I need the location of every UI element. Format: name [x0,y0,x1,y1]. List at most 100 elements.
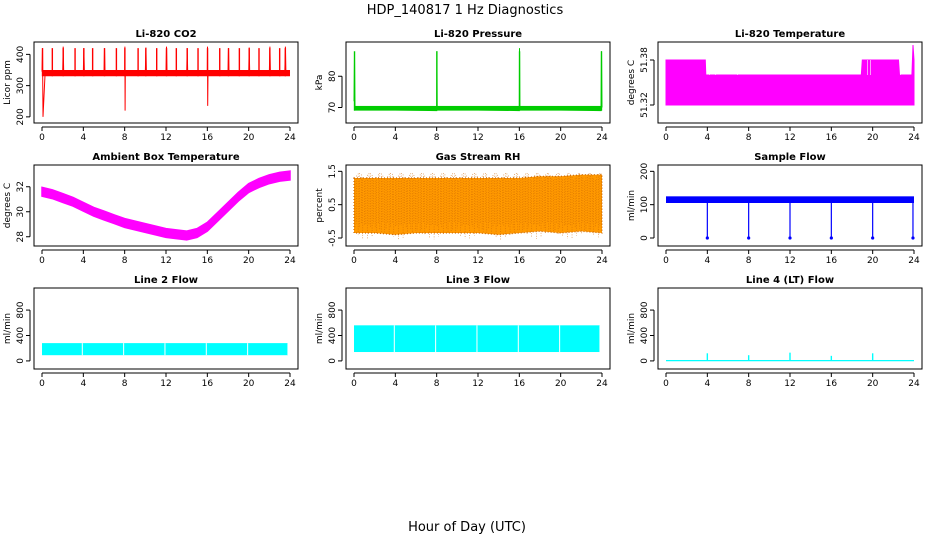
y-tick-label: 0 [640,358,650,364]
x-tick-label: 24 [596,379,608,389]
x-tick-label: 0 [663,133,669,143]
x-tick-label: 20 [555,256,567,266]
x-tick-label: 0 [351,256,357,266]
series-line2 [42,343,289,356]
panel-rh: Gas Stream RH 0 4 8 12 16 20 24 -0.5 0.5 1.5percen… [315,152,611,266]
y-tick-label: 800 [640,301,650,318]
data-dropout-point [788,236,792,240]
y-tick-label: 32 [16,181,26,192]
x-tick-label: 12 [472,133,483,143]
axis-frame [345,41,611,124]
y-tick-label: 28 [16,231,26,243]
x-tick-label: 20 [243,256,255,266]
x-tick-label: 24 [284,133,296,143]
panel-licor-temp: Li-820 Temperature 0 4 8 12 16 20 24 51.32 51.38d… [627,29,923,143]
y-tick-label: 200 [16,108,26,125]
y-tick-label: 51.38 [640,47,650,73]
y-tick-label: -0.5 [328,229,338,247]
panel-sample-flow: Sample Flow 0 4 8 12 16 20 24 0 100 200 ml/min [627,152,923,266]
x-tick-label: 0 [663,379,669,389]
y-tick-label: 0.5 [328,198,338,212]
panel-title: Line 3 Flow [446,275,510,286]
x-tick-label: 4 [80,256,86,266]
y-axis-label: kPa [315,75,325,91]
x-tick-label: 0 [351,379,357,389]
x-tick-label: 20 [867,256,879,266]
y-tick-label: 80 [328,70,338,82]
x-axis: 0 4 8 12 16 20 24 [663,249,920,266]
axis-frame [33,41,299,124]
x-tick-label: 8 [434,256,440,266]
series-co2 [41,46,291,117]
x-tick-label: 24 [596,256,608,266]
x-tick-label: 12 [784,256,795,266]
y-tick-label: 0 [328,358,338,364]
x-tick-label: 8 [122,133,128,143]
panel-title: Li-820 Temperature [735,29,845,40]
data-band [41,170,291,241]
y-axis: 0 400 800 [16,301,31,364]
y-axis: 70 80 [328,70,343,114]
data-dropout-point [871,236,875,240]
x-tick-label: 16 [514,379,526,389]
x-tick-label: 0 [39,133,45,143]
y-axis-label: ml/min [3,313,13,344]
x-axis: 0 4 8 12 16 20 24 [39,372,296,389]
x-tick-label: 4 [392,133,398,143]
series-line4 [666,352,914,362]
data-dropout-point [829,236,833,240]
series-line3 [354,325,601,353]
y-tick-label: 400 [16,46,26,63]
x-tick-label: 20 [243,379,255,389]
panel-title: Ambient Box Temperature [92,152,239,163]
x-tick-label: 24 [284,379,296,389]
x-axis: 0 4 8 12 16 20 24 [663,372,920,389]
y-tick-label: 300 [16,77,26,94]
x-tick-label: 4 [704,256,710,266]
x-tick-label: 8 [122,379,128,389]
x-tick-label: 12 [472,256,483,266]
axis-frame [33,164,299,247]
x-tick-label: 0 [351,133,357,143]
x-tick-label: 20 [555,133,567,143]
panel-title: Gas Stream RH [436,152,521,163]
data-area [353,174,603,236]
y-tick-label: 70 [328,102,338,114]
y-axis: 0 400 800 [640,301,655,364]
data-dropout-point [747,236,751,240]
x-tick-label: 4 [704,379,710,389]
x-axis: 0 4 8 12 16 20 24 [351,126,608,143]
y-axis-label: ml/min [315,313,325,344]
y-tick-label: 0 [16,358,26,364]
x-tick-label: 16 [202,133,214,143]
x-tick-label: 24 [908,133,920,143]
figure-xlabel: Hour of Day (UTC) [408,520,526,535]
x-tick-label: 12 [472,379,483,389]
panel-title: Line 4 (LT) Flow [746,275,834,286]
y-axis-label: degrees C [3,183,13,228]
x-axis: 0 4 8 12 16 20 24 [351,249,608,266]
y-tick-label: 51.32 [640,92,650,118]
data-area [665,44,915,106]
data-band [354,105,602,111]
x-tick-label: 12 [160,379,171,389]
panel-title: Li-820 Pressure [434,29,522,40]
x-tick-label: 8 [746,379,752,389]
x-tick-label: 24 [284,256,296,266]
x-tick-label: 4 [392,256,398,266]
y-tick-label: 400 [640,327,650,344]
panel-box-temp: Ambient Box Temperature 0 4 8 12 16 20 24 28 30 32… [3,152,299,266]
axis-frame [345,164,611,247]
x-tick-label: 24 [596,133,608,143]
x-tick-label: 8 [746,133,752,143]
x-axis: 0 4 8 12 16 20 24 [663,126,920,143]
y-axis-label: Licor ppm [3,60,13,105]
data-dropout-point [911,236,915,240]
x-tick-label: 12 [160,133,171,143]
x-tick-label: 8 [434,133,440,143]
y-tick-label: 200 [640,162,650,179]
x-tick-label: 8 [746,256,752,266]
